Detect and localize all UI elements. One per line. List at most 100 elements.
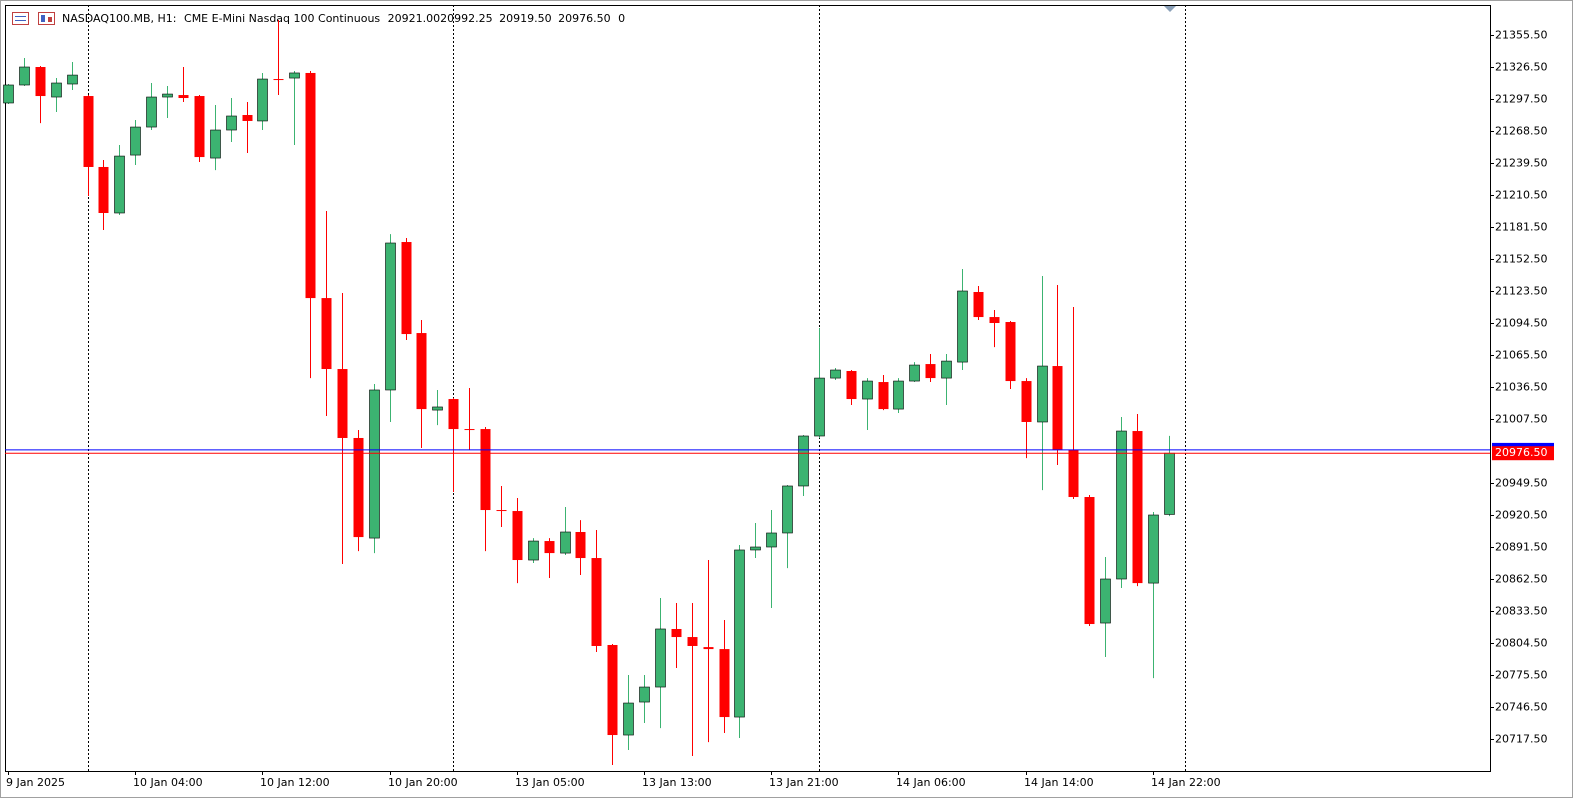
candle bbox=[862, 378, 873, 431]
candle bbox=[814, 327, 825, 438]
candle-body bbox=[257, 78, 268, 122]
candle-body bbox=[925, 364, 936, 379]
x-tick-label: 13 Jan 21:00 bbox=[769, 776, 839, 789]
candle bbox=[941, 354, 952, 405]
candle-body bbox=[226, 115, 237, 131]
candle bbox=[416, 320, 427, 449]
candle bbox=[575, 520, 586, 576]
candle bbox=[1100, 557, 1111, 658]
candle-body bbox=[687, 637, 698, 646]
x-tick-label: 13 Jan 13:00 bbox=[642, 776, 712, 789]
candle bbox=[35, 66, 46, 124]
candle bbox=[1148, 512, 1159, 679]
candle bbox=[782, 484, 793, 569]
candle-body bbox=[512, 511, 523, 561]
candle bbox=[1037, 276, 1048, 491]
candle bbox=[909, 362, 920, 383]
candle-body bbox=[639, 686, 650, 703]
candle bbox=[321, 211, 332, 417]
y-tick-label: 20717.50 bbox=[1495, 733, 1548, 746]
candle-body bbox=[607, 644, 618, 736]
candle-body bbox=[973, 292, 984, 318]
candle-body bbox=[671, 628, 682, 638]
candle bbox=[719, 620, 730, 734]
plot-frame bbox=[5, 5, 1491, 772]
candle bbox=[973, 286, 984, 321]
candle-body bbox=[432, 406, 443, 411]
candle bbox=[3, 84, 14, 104]
candle bbox=[1116, 417, 1127, 589]
candle bbox=[242, 101, 253, 153]
candle-body bbox=[35, 67, 46, 97]
candle-body bbox=[750, 546, 761, 551]
candle bbox=[19, 57, 30, 86]
icon bbox=[12, 12, 29, 25]
candle bbox=[544, 538, 555, 579]
candle bbox=[146, 83, 157, 131]
y-tick-label: 20833.50 bbox=[1495, 605, 1548, 618]
candle bbox=[130, 119, 141, 165]
candle bbox=[798, 435, 809, 497]
candle bbox=[273, 20, 284, 96]
volume: 0 bbox=[618, 12, 625, 25]
candle bbox=[957, 269, 968, 371]
candle-body bbox=[3, 84, 14, 104]
description: CME E-Mini Nasdaq 100 Continuous bbox=[184, 12, 380, 25]
candle-body bbox=[19, 66, 30, 86]
candle-body bbox=[464, 429, 475, 431]
candle bbox=[1068, 307, 1079, 500]
candle bbox=[401, 238, 412, 341]
candle bbox=[385, 234, 396, 422]
icon bbox=[38, 12, 55, 25]
candle-body bbox=[401, 242, 412, 335]
x-tick-label: 13 Jan 05:00 bbox=[515, 776, 585, 789]
candle-body bbox=[909, 364, 920, 382]
candle bbox=[83, 95, 94, 197]
y-tick-label: 20949.50 bbox=[1495, 477, 1548, 490]
candle-body bbox=[989, 317, 1000, 324]
candle-body bbox=[305, 72, 316, 299]
candle bbox=[210, 104, 221, 171]
candle bbox=[750, 523, 761, 559]
candle-body bbox=[337, 369, 348, 438]
candle-body bbox=[1037, 365, 1048, 423]
candle bbox=[703, 560, 714, 743]
candle bbox=[655, 597, 666, 729]
header-icons bbox=[12, 12, 55, 25]
candle bbox=[464, 388, 475, 451]
candle-body bbox=[1100, 578, 1111, 624]
candle-body bbox=[114, 155, 125, 214]
candle bbox=[369, 384, 380, 554]
candle bbox=[432, 389, 443, 426]
candle-body bbox=[1116, 430, 1127, 580]
candle bbox=[162, 85, 173, 118]
y-tick-label: 21297.50 bbox=[1495, 93, 1548, 106]
candle-body bbox=[210, 129, 221, 159]
candle-body bbox=[878, 382, 889, 410]
candle-body bbox=[893, 380, 904, 410]
shift-marker bbox=[1164, 6, 1176, 12]
y-tick-label: 21094.50 bbox=[1495, 317, 1548, 330]
candle bbox=[989, 309, 1000, 348]
y-tick-label: 21065.50 bbox=[1495, 349, 1548, 362]
candle bbox=[846, 370, 857, 405]
candle bbox=[51, 78, 62, 113]
candle-body bbox=[321, 298, 332, 370]
candle-body bbox=[178, 95, 189, 99]
candle-body bbox=[51, 82, 62, 98]
x-tick-label: 14 Jan 14:00 bbox=[1024, 776, 1094, 789]
x-tick-label: 10 Jan 20:00 bbox=[388, 776, 458, 789]
ask-label bbox=[1492, 442, 1554, 447]
candle bbox=[257, 72, 268, 131]
candle bbox=[671, 603, 682, 669]
candle-body bbox=[957, 290, 968, 363]
candle-body bbox=[703, 647, 714, 650]
candle-body bbox=[528, 540, 539, 561]
y-tick-label: 21355.50 bbox=[1495, 29, 1548, 42]
candle-body bbox=[798, 435, 809, 487]
candle-body bbox=[67, 74, 78, 85]
candle bbox=[1021, 378, 1032, 459]
quote: 20976.50 bbox=[558, 12, 611, 25]
x-tick-label: 10 Jan 04:00 bbox=[133, 776, 203, 789]
